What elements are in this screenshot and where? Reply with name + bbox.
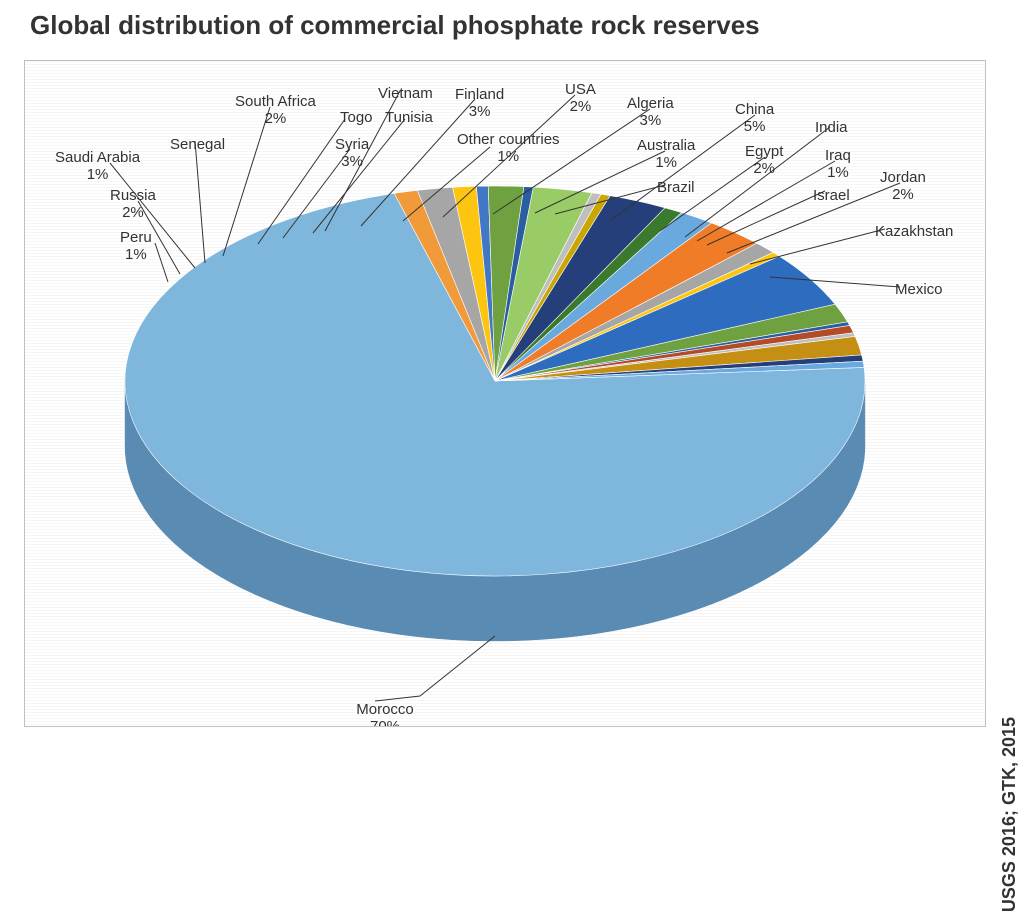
slice-name: Morocco [356,701,414,718]
slice-label: Other countries1% [457,131,560,166]
slice-percent: 70% [356,718,414,727]
slice-percent: 1% [825,164,851,181]
slice-name: Saudi Arabia [55,149,140,166]
slice-label: Senegal [170,136,225,153]
slice-name: USA [565,81,596,98]
slice-label: Brazil [657,179,695,196]
slice-name: Jordan [880,169,926,186]
slice-name: Brazil [657,179,695,196]
slice-label: Egypt2% [745,143,783,178]
slice-label: Saudi Arabia1% [55,149,140,184]
slice-name: India [815,119,848,136]
slice-label: Algeria3% [627,95,674,130]
slice-label: Russia2% [110,187,156,222]
slice-name: Kazakhstan [875,223,953,240]
slice-label: Jordan2% [880,169,926,204]
slice-name: Peru [120,229,152,246]
slice-label: Australia1% [637,137,695,172]
slice-name: Finland [455,86,504,103]
slice-label: South Africa2% [235,93,316,128]
slice-percent: 1% [457,148,560,165]
slice-percent: 5% [735,118,774,135]
slice-label: Finland3% [455,86,504,121]
slice-label: Israel [813,187,850,204]
slice-name: Togo [340,109,373,126]
slice-percent: 2% [745,160,783,177]
slice-percent: 1% [55,166,140,183]
slice-name: Tunisia [385,109,433,126]
slice-percent: 2% [110,204,156,221]
slice-label: Peru1% [120,229,152,264]
slice-name: Australia [637,137,695,154]
slice-name: Israel [813,187,850,204]
slice-label: Morocco70% [356,701,414,727]
slice-label: Tunisia [385,109,433,126]
slice-name: South Africa [235,93,316,110]
slice-label: Kazakhstan [875,223,953,240]
slice-label: USA2% [565,81,596,116]
chart-title: Global distribution of commercial phosph… [30,10,760,41]
source-caption: USGS 2016; GTK, 2015 [999,717,1020,912]
slice-label: Togo [340,109,373,126]
slice-name: Syria [335,136,369,153]
slice-name: Algeria [627,95,674,112]
slice-name: Iraq [825,147,851,164]
slice-name: Senegal [170,136,225,153]
label-layer: Morocco70%Peru1%Russia2%Saudi Arabia1%Se… [25,61,985,726]
slice-name: Russia [110,187,156,204]
slice-label: Vietnam [378,85,433,102]
slice-percent: 2% [880,186,926,203]
slice-label: Syria3% [335,136,369,171]
slice-label: China5% [735,101,774,136]
slice-percent: 1% [120,246,152,263]
slice-percent: 2% [235,110,316,127]
slice-percent: 3% [455,103,504,120]
chart-frame: Morocco70%Peru1%Russia2%Saudi Arabia1%Se… [24,60,986,727]
slice-name: Vietnam [378,85,433,102]
slice-name: China [735,101,774,118]
slice-percent: 2% [565,98,596,115]
slice-name: Egypt [745,143,783,160]
slice-label: Mexico [895,281,943,298]
slice-label: Iraq1% [825,147,851,182]
slice-name: Other countries [457,131,560,148]
slice-percent: 1% [637,154,695,171]
slice-percent: 3% [627,112,674,129]
slice-name: Mexico [895,281,943,298]
slice-percent: 3% [335,153,369,170]
slice-label: India [815,119,848,136]
